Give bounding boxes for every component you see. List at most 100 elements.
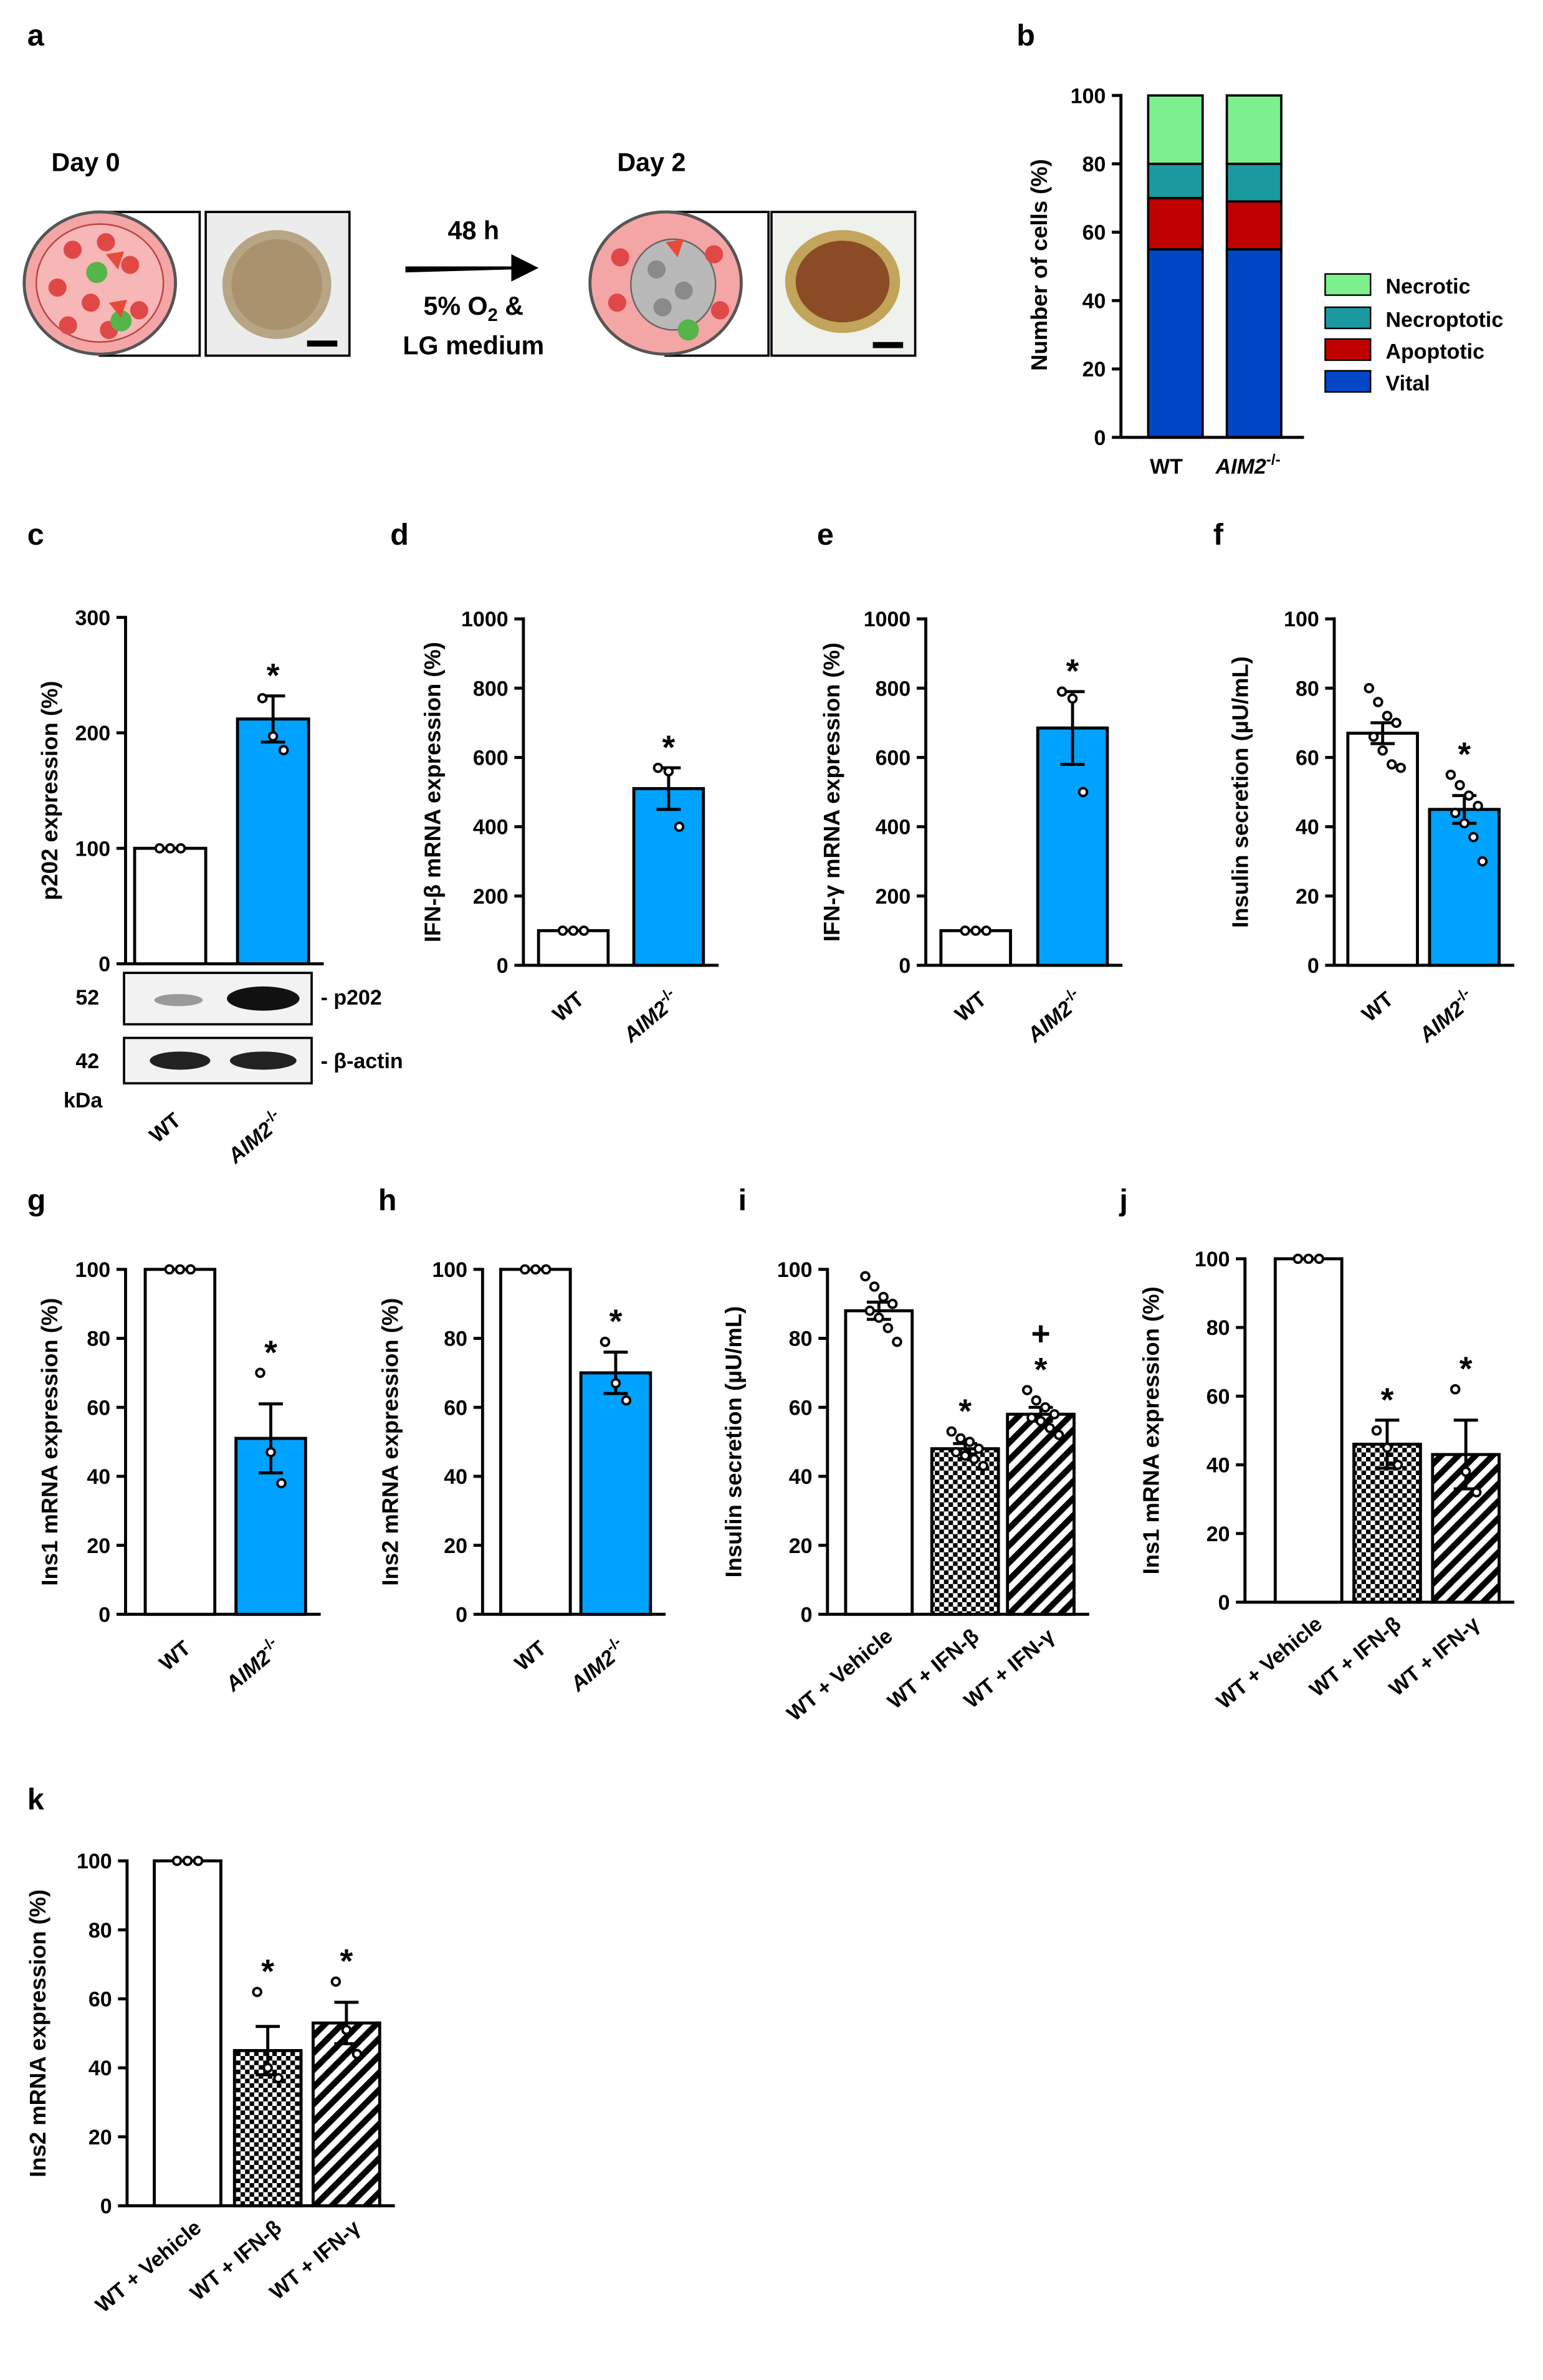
i-data-point <box>955 1433 966 1444</box>
h-data-point <box>600 1336 611 1347</box>
blot-kda-label: kDa <box>64 1089 103 1112</box>
h-x-label-0: WT <box>510 1636 551 1675</box>
f-y-tick-label: 60 <box>1296 747 1319 770</box>
c-y-tick-label: 0 <box>98 953 110 977</box>
blot-mw-52: 52 <box>75 986 99 1010</box>
legend-swatch-vital <box>1324 370 1372 393</box>
g-y-tick-label: 80 <box>87 1327 110 1351</box>
panel-c-western-blot: 52 42 kDa - p202 - β-actin <box>64 972 403 1112</box>
f-data-point <box>1477 856 1488 867</box>
panel-label-i: i <box>738 1183 747 1217</box>
j-data-point <box>1471 1487 1482 1498</box>
panel-label-b: b <box>1016 19 1035 52</box>
h-data-point <box>520 1264 530 1275</box>
d-y-tick-label: 0 <box>497 954 509 978</box>
e-y-axis-label: IFN-γ mRNA expression (%) <box>819 643 844 942</box>
j-y-tick-label: 60 <box>1206 1385 1230 1408</box>
b-y-tick-label: 40 <box>1082 289 1106 313</box>
j-bar-0 <box>1273 1257 1344 1604</box>
j-bar-1 <box>1352 1443 1422 1604</box>
h-y-tick-label: 80 <box>444 1327 467 1351</box>
panel-label-c: c <box>27 518 44 552</box>
k-y-tick-label: 80 <box>88 1919 112 1943</box>
panel-label-h: h <box>378 1183 397 1217</box>
k-data-point <box>341 2024 352 2035</box>
panel-label-k: k <box>27 1782 45 1816</box>
b-legend: Necrotic Necroptotic Apoptotic Vital <box>1324 273 1503 396</box>
f-data-point <box>1450 808 1461 818</box>
e-data-point <box>981 925 991 936</box>
f-data-point <box>1463 790 1474 801</box>
f-data-point <box>1377 745 1388 756</box>
k-x-label-0: WT + Vehicle <box>91 2215 206 2317</box>
b-y-tick-label: 20 <box>1082 358 1106 381</box>
j-data-point <box>1460 1466 1471 1477</box>
h-data-point <box>530 1264 541 1275</box>
e-data-point <box>1067 693 1078 704</box>
islet-day2-drawing <box>588 210 770 357</box>
panel-label-g: g <box>27 1183 46 1217</box>
b-bar-segment-necrotic-aim2 <box>1225 94 1283 165</box>
f-data-point <box>1364 682 1375 694</box>
i-y-tick-label: 20 <box>789 1534 813 1558</box>
j-y-tick-label: 0 <box>1218 1591 1230 1615</box>
h-significance-1: * <box>609 1304 623 1341</box>
e-y-tick-label: 200 <box>876 885 911 909</box>
c-bar-0 <box>133 846 208 965</box>
i-y-tick-label: 40 <box>789 1465 813 1489</box>
k-y-tick-label: 100 <box>77 1850 112 1873</box>
i-data-point <box>946 1426 957 1437</box>
i-bar-1 <box>930 1447 1000 1616</box>
blot-label-p202: - p202 <box>321 986 382 1010</box>
i-data-point <box>978 1461 989 1471</box>
f-y-tick-label: 80 <box>1296 677 1319 700</box>
g-bar-0 <box>143 1268 217 1616</box>
f-data-point <box>1445 769 1456 780</box>
k-significance-2: * <box>340 1943 353 1980</box>
k-data-point <box>252 1987 262 1997</box>
g-x-label-1: AIM2-/- <box>219 1633 286 1696</box>
e-y-tick-label: 600 <box>876 747 911 770</box>
d-data-point <box>652 762 664 773</box>
arrow-icon <box>405 254 539 282</box>
b-bar-segment-vital-aim2 <box>1225 248 1283 439</box>
e-x-label-0: WT <box>950 987 991 1026</box>
d-bar-0 <box>537 929 610 967</box>
j-data-point <box>1392 1460 1403 1470</box>
e-x-label-1: AIM2-/- <box>1020 985 1087 1048</box>
d-significance-1: * <box>662 730 676 767</box>
panel-j-chart: Ins1 mRNA expression (%) 0 20 40 60 80 100 WT +… <box>1138 1248 1514 1714</box>
b-bar-segment-necrotic-wt <box>1147 94 1204 165</box>
g-data-point <box>185 1264 196 1275</box>
k-y-tick-label: 20 <box>88 2126 112 2149</box>
e-data-point <box>1056 686 1068 697</box>
f-bar-1 <box>1428 808 1501 967</box>
i-data-point <box>1031 1395 1042 1406</box>
f-data-point <box>1368 731 1379 742</box>
panel-label-j: j <box>1119 1183 1127 1217</box>
k-significance-1: * <box>261 1954 274 1991</box>
blot-mw-42: 42 <box>75 1049 99 1073</box>
d-y-tick-label: 600 <box>473 747 509 770</box>
f-data-point <box>1382 710 1393 721</box>
e-data-point <box>1077 786 1089 798</box>
c-x-label-0: WT <box>145 1108 186 1147</box>
islet-day0-drawing <box>22 210 201 357</box>
j-data-point <box>1314 1253 1324 1264</box>
d-bar-1 <box>632 787 705 967</box>
c-data-point <box>175 843 186 854</box>
e-bar-1 <box>1036 726 1109 967</box>
i-bar-2 <box>1006 1412 1076 1616</box>
panel-g-chart: Ins1 mRNA expression (%) 0 20 40 60 80 100 WT * A… <box>37 1258 321 1696</box>
k-y-tick-label: 0 <box>100 2195 112 2219</box>
d-data-point <box>663 766 674 777</box>
j-y-tick-label: 40 <box>1206 1454 1230 1478</box>
c-y-tick-label: 100 <box>75 837 111 861</box>
legend-apoptotic: Apoptotic <box>1386 340 1484 364</box>
day0-label: Day 0 <box>52 148 120 177</box>
f-data-point <box>1373 697 1383 707</box>
b-bar-segment-apoptotic-aim2 <box>1225 200 1283 251</box>
b-bar-segment-vital-wt <box>1147 248 1204 439</box>
j-data-point <box>1371 1425 1382 1436</box>
